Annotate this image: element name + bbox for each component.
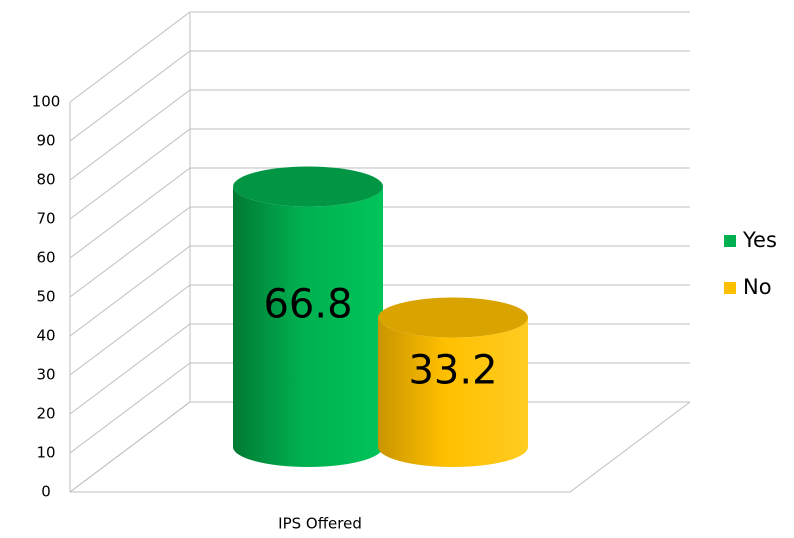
legend-label: No bbox=[743, 275, 772, 299]
grid-line bbox=[69, 11, 690, 103]
cylinder-body bbox=[378, 317, 528, 467]
y-tick-label: 70 bbox=[36, 210, 55, 228]
cylinder-top bbox=[378, 297, 528, 338]
cylinder-body bbox=[233, 186, 383, 467]
y-tick-label: 10 bbox=[36, 444, 55, 462]
value-label: 66.8 bbox=[263, 282, 352, 328]
legend-swatch bbox=[724, 282, 736, 294]
value-label: 33.2 bbox=[408, 347, 497, 393]
x-tick-label: IPS Offered bbox=[278, 515, 362, 533]
y-tick-label: 40 bbox=[36, 327, 55, 345]
y-tick-label: 60 bbox=[36, 249, 55, 267]
legend-swatch bbox=[724, 235, 736, 247]
bar bbox=[378, 297, 528, 467]
grid-line bbox=[69, 50, 690, 142]
y-tick-label: 100 bbox=[32, 93, 61, 111]
y-tick-label: 90 bbox=[36, 132, 55, 150]
grid-line bbox=[69, 167, 690, 259]
y-tick-label: 80 bbox=[36, 171, 55, 189]
y-tick-label: 20 bbox=[36, 405, 55, 423]
legend-label: Yes bbox=[742, 228, 777, 252]
bar bbox=[233, 166, 383, 467]
y-tick-label: 0 bbox=[41, 483, 51, 501]
y-tick-label: 50 bbox=[36, 288, 55, 306]
grid-line bbox=[69, 206, 690, 298]
grid-line bbox=[69, 89, 690, 181]
grid-line bbox=[69, 284, 690, 376]
grid-line bbox=[69, 128, 690, 220]
grid-line bbox=[69, 245, 690, 337]
cylinder-top bbox=[233, 166, 383, 207]
y-tick-label: 30 bbox=[36, 366, 55, 384]
